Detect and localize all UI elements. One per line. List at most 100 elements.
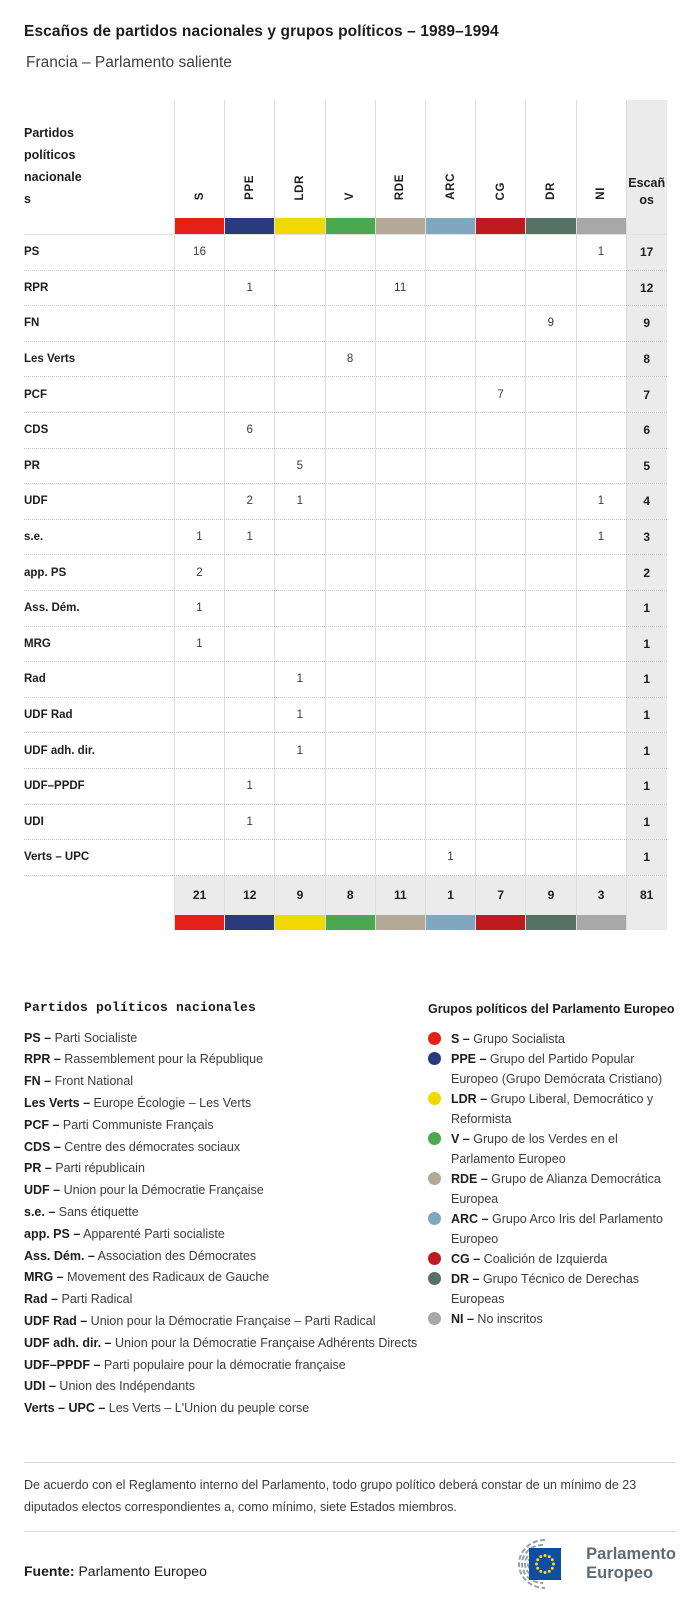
value-cell-S (174, 662, 224, 697)
party-label: PR (24, 459, 40, 472)
legend-party-item: app. PS – Apparenté Parti socialiste (24, 1226, 225, 1241)
value-cell-ARC (424, 590, 475, 626)
source-label: Fuente: (24, 1563, 75, 1580)
value-cell-CG (475, 662, 525, 697)
legend-group-text: S – Grupo Socialista (451, 1031, 565, 1046)
legend-group-abbr: S – (451, 1031, 470, 1046)
legend-party-abbr: UDF adh. dir. – (24, 1335, 112, 1350)
legend-party-abbr: CDS – (24, 1139, 61, 1154)
group-header-label: DR (544, 182, 557, 200)
value-cell-LDR (274, 555, 324, 590)
row-party-cell: UDF–PPDF (24, 769, 174, 804)
party-label: Verts – UPC (24, 851, 90, 864)
legend-party-item: UDF Rad – Union pour la Démocratie Franç… (24, 1314, 376, 1329)
group-color-bar (175, 914, 225, 930)
party-label: PS (24, 246, 40, 259)
value-cell-V (324, 733, 375, 768)
seat-value: 8 (346, 353, 354, 366)
value-cell-V (324, 519, 375, 555)
value-cell-CG (475, 484, 525, 519)
value-cell-V (324, 626, 375, 662)
value-cell-CG (475, 235, 525, 270)
seat-value: 1 (196, 531, 203, 544)
row-party-cell: app. PS (24, 555, 174, 590)
legend-group-abbr: V – (451, 1131, 470, 1146)
party-label: UDF adh. dir. (24, 744, 95, 757)
row-total-value: 9 (643, 316, 651, 331)
row-total-value: 8 (643, 352, 651, 367)
tbar-cell-RDE (374, 914, 425, 930)
legend-party-item: RPR – Rassemblement pour la République (24, 1052, 264, 1067)
totals-color-bar-row (24, 914, 667, 930)
value-cell-NI (575, 662, 626, 697)
row-total-cell: 1 (625, 804, 667, 840)
value-cell-DR (525, 341, 575, 377)
group-color-bar (375, 914, 425, 930)
value-cell-ARC (424, 519, 475, 555)
party-label: Rad (24, 673, 46, 686)
value-cell-S: 1 (174, 519, 224, 555)
legend-group-abbr: NI – (451, 1311, 474, 1326)
legend-group-text: ARC – Grupo Arco Iris del Parlamento Eur… (451, 1211, 663, 1246)
legend-parties-list: PS – Parti Socialiste RPR – Rassemblement… (24, 1028, 418, 1420)
value-cell-LDR (274, 590, 324, 626)
seat-value: 1 (296, 709, 304, 722)
value-cell-S: 1 (174, 590, 224, 626)
group-color-bar (576, 218, 626, 234)
legend-group-text: PPE – Grupo del Partido Popular Europeo … (451, 1051, 663, 1086)
bar-row-seats-cell (625, 218, 667, 234)
seat-value: 1 (597, 246, 605, 259)
legend-group-abbr: PPE – (451, 1051, 487, 1066)
row-party-cell: Les Verts (24, 342, 174, 377)
row-total-value: 1 (643, 672, 651, 687)
seat-value: 1 (196, 637, 203, 650)
value-cell-V (324, 448, 375, 484)
party-label: Les Verts (24, 353, 76, 366)
row-total-value: 7 (643, 387, 651, 402)
value-cell-S (174, 412, 224, 448)
group-color-dot (428, 1271, 441, 1285)
group-color-bar (275, 914, 325, 930)
tbar-cell-V (324, 914, 375, 930)
value-cell-LDR (274, 519, 324, 555)
value-cell-LDR (274, 412, 324, 448)
value-cell-LDR (274, 768, 324, 804)
party-label: s.e. (24, 531, 44, 544)
row-party-cell: Ass. Dém. (24, 591, 174, 626)
row-party-cell: Rad (24, 662, 174, 697)
value-cell-LDR (274, 270, 324, 306)
value-cell-DR (525, 484, 575, 519)
value-cell-CG (475, 519, 525, 555)
row-total-cell: 8 (625, 341, 667, 377)
value-cell-RDE (374, 733, 425, 768)
row-total-value: 17 (640, 245, 654, 260)
row-party-cell: Verts – UPC (24, 840, 174, 875)
row-total-cell: 5 (625, 448, 667, 484)
table-row: s.e. 1 1 1 3 (24, 518, 667, 555)
legend-party-item: PR – Parti républicain (24, 1161, 145, 1176)
legend-group-abbr: DR – (451, 1271, 480, 1286)
seat-value: 1 (597, 495, 605, 508)
group-header-S: S (174, 100, 224, 218)
seat-value: 1 (196, 602, 203, 615)
logo-wordmark: Parlamento Europeo (586, 1545, 676, 1583)
value-cell-DR (525, 590, 575, 626)
total-cell-LDR: 9 (274, 875, 325, 915)
table-row: UDI 1 1 (24, 803, 667, 840)
group-color-dot (428, 1131, 441, 1145)
total-cell-S: 21 (174, 875, 225, 915)
footer-row: Fuente: Parlamento Europeo Parlamen (24, 1538, 676, 1590)
value-cell-LDR (274, 341, 324, 377)
value-cell-DR: 9 (525, 306, 575, 341)
value-cell-V (324, 697, 375, 733)
value-cell-PPE (224, 840, 274, 875)
party-label: PCF (24, 388, 47, 401)
value-cell-DR (525, 768, 575, 804)
value-cell-DR (525, 519, 575, 555)
group-header-RDE: RDE (374, 100, 425, 218)
legend-parties-title: Partidos políticos nacionales (24, 999, 257, 1015)
legend-group-text: CG – Coalición de Izquierda (451, 1251, 608, 1266)
table-row: UDF adh. dir. 1 1 (24, 732, 667, 768)
tbar-cell-CG (475, 914, 526, 930)
group-header-label: LDR (293, 174, 306, 200)
